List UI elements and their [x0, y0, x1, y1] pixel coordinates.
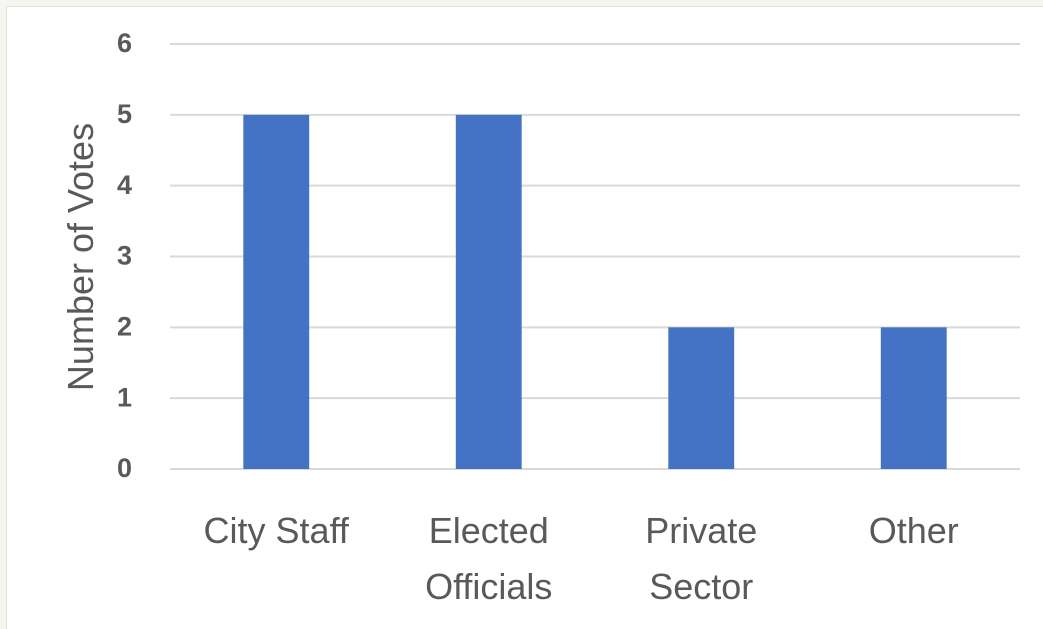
bar	[243, 114, 310, 469]
bar	[455, 114, 522, 469]
y-tick-label: 3	[117, 241, 132, 271]
y-tick-label: 6	[117, 28, 132, 58]
bar	[880, 327, 947, 469]
x-tick-label: Officials	[425, 566, 552, 607]
y-tick-label: 4	[117, 170, 132, 200]
bar	[668, 327, 735, 469]
y-tick-label: 5	[117, 99, 132, 129]
y-tick-label: 1	[117, 382, 132, 412]
y-axis-ticks: 0 1 2 3 4 5 6	[117, 28, 132, 483]
y-axis-title: Number of Votes	[60, 123, 101, 391]
chart-frame	[6, 6, 1043, 629]
x-axis-ticks: City Staff Elected Officials Private Sector O…	[204, 510, 959, 607]
x-tick-label: Other	[869, 510, 959, 551]
x-tick-label: City Staff	[204, 510, 350, 551]
x-tick-label: Sector	[649, 566, 753, 607]
x-tick-label: Private	[645, 510, 757, 551]
x-tick-label: Elected	[429, 510, 549, 551]
gridlines	[170, 43, 1020, 470]
y-tick-label: 0	[117, 453, 132, 483]
y-tick-label: 2	[117, 311, 132, 341]
bars	[243, 114, 947, 469]
